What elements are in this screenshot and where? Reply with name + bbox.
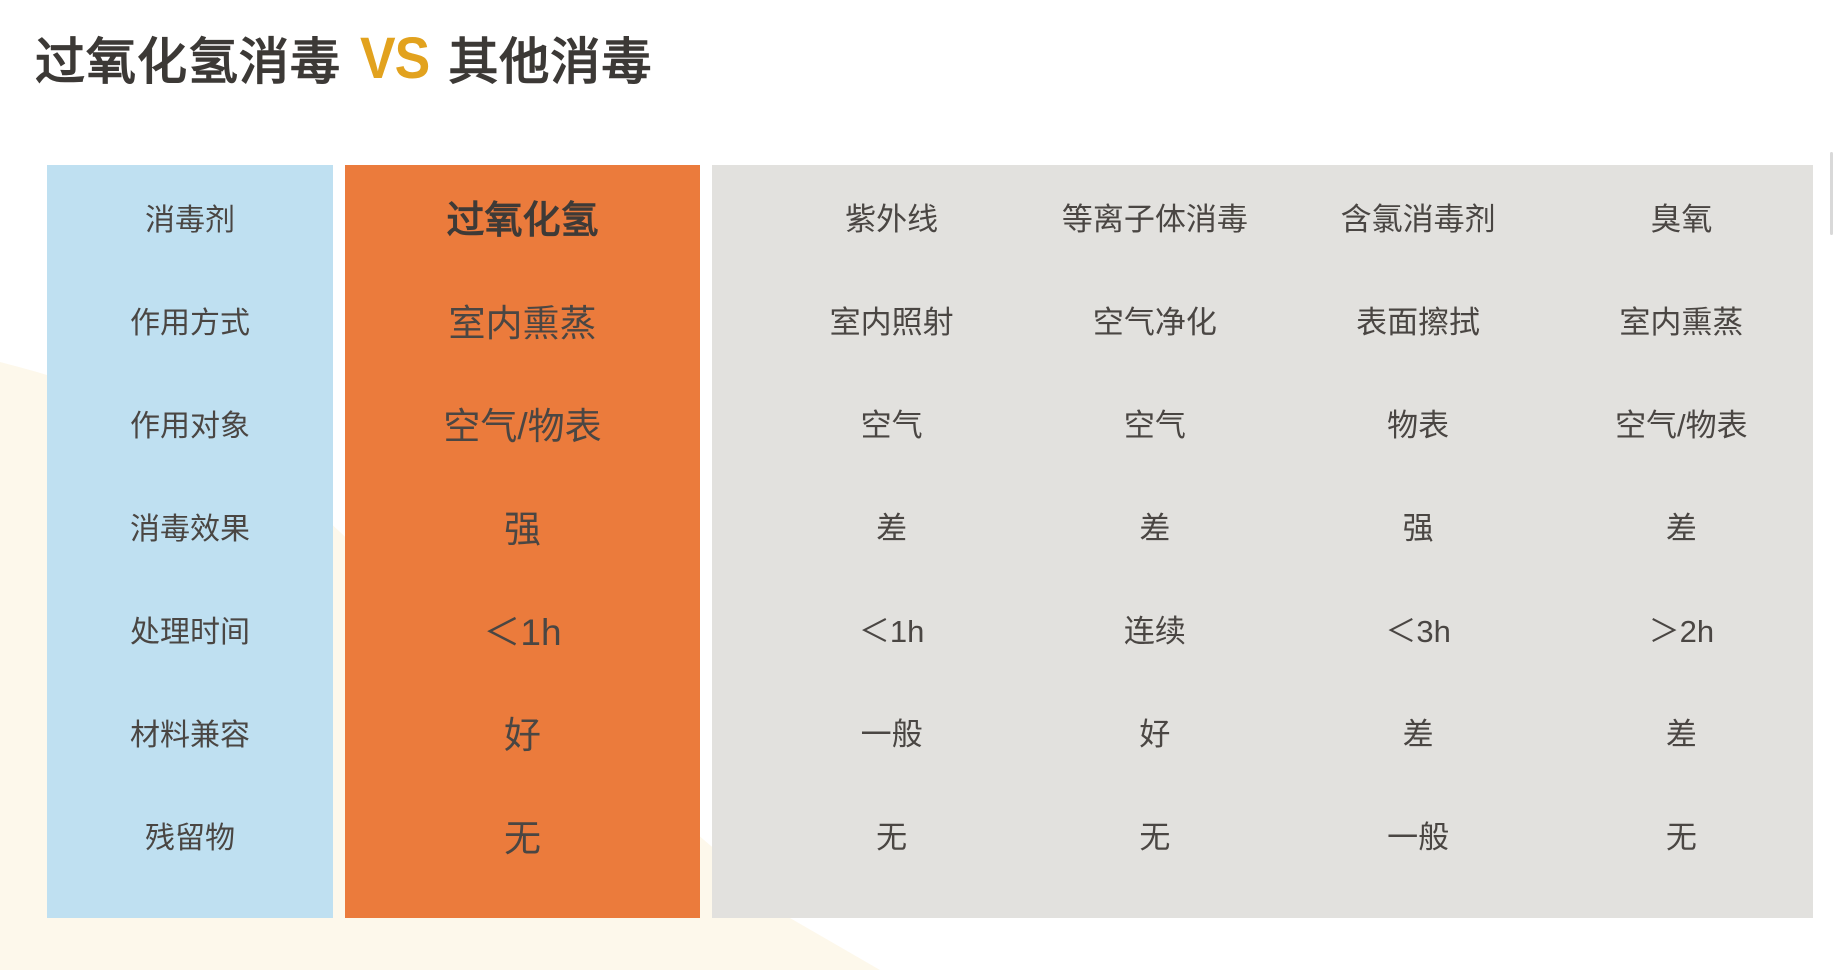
title-left: 过氧化氢消毒 (35, 34, 341, 90)
h2o2-effect: 强 (504, 508, 541, 550)
comparison-table: 消毒剂 作用方式 作用对象 消毒效果 处理时间 材料兼容 残留物 过氧化氢 室内… (47, 165, 1813, 918)
column-row-labels: 消毒剂 作用方式 作用对象 消毒效果 处理时间 材料兼容 残留物 (47, 165, 333, 918)
h2o2-time: ＜1h (483, 611, 562, 653)
row-label-time: 处理时间 (130, 615, 250, 649)
plasma-compatibility: 好 (1139, 717, 1171, 752)
row-label-disinfectant: 消毒剂 (145, 203, 235, 237)
column-ozone: 臭氧 室内熏蒸 空气/物表 差 ＞2h 差 无 (1550, 165, 1813, 918)
plasma-effect: 差 (1139, 511, 1171, 546)
ozone-effect: 差 (1665, 511, 1697, 546)
chlorine-compatibility: 差 (1402, 717, 1434, 752)
h2o2-compatibility: 好 (504, 714, 541, 756)
uv-mode: 室内照射 (829, 305, 954, 340)
uv-effect: 差 (876, 511, 908, 546)
plasma-time: 连续 (1123, 614, 1186, 649)
ozone-residue: 无 (1665, 820, 1697, 855)
column-header-h2o2: 过氧化氢 (446, 200, 599, 242)
ozone-time: ＞2h (1648, 614, 1715, 649)
row-label-target: 作用对象 (130, 409, 250, 443)
page-title: 过氧化氢消毒 VS 其他消毒 (35, 22, 652, 94)
uv-residue: 无 (876, 820, 908, 855)
ozone-mode: 室内熏蒸 (1619, 305, 1744, 340)
ozone-compatibility: 差 (1665, 717, 1697, 752)
plasma-residue: 无 (1139, 820, 1171, 855)
row-label-residue: 残留物 (145, 821, 235, 855)
chlorine-time: ＜3h (1385, 614, 1451, 649)
column-header-chlorine: 含氯消毒剂 (1340, 202, 1496, 237)
column-chlorine: 含氯消毒剂 表面擦拭 物表 强 ＜3h 差 一般 (1287, 165, 1550, 918)
column-plasma: 等离子体消毒 空气净化 空气 差 连续 好 无 (1023, 165, 1286, 918)
h2o2-mode: 室内熏蒸 (448, 302, 597, 344)
scrollbar-thumb[interactable] (1830, 152, 1833, 235)
chlorine-target: 物表 (1387, 408, 1450, 443)
chlorine-effect: 强 (1402, 511, 1434, 546)
h2o2-target: 空气/物表 (443, 405, 602, 447)
row-label-effect: 消毒效果 (130, 512, 250, 546)
h2o2-residue: 无 (504, 817, 541, 859)
uv-time: ＜1h (858, 614, 925, 649)
column-uv: 紫外线 室内照射 空气 差 ＜1h 一般 无 (760, 165, 1023, 918)
chlorine-mode: 表面擦拭 (1356, 305, 1481, 340)
row-label-mode: 作用方式 (130, 306, 250, 340)
plasma-target: 空气 (1123, 408, 1186, 443)
uv-compatibility: 一般 (860, 717, 923, 752)
plasma-mode: 空气净化 (1092, 305, 1217, 340)
column-h2o2: 过氧化氢 室内熏蒸 空气/物表 强 ＜1h 好 无 (345, 165, 700, 918)
ozone-target: 空气/物表 (1615, 408, 1748, 443)
title-vs: VS (360, 25, 430, 91)
row-label-compatibility: 材料兼容 (130, 718, 250, 752)
column-header-ozone: 臭氧 (1650, 202, 1713, 237)
column-header-uv: 紫外线 (845, 202, 939, 237)
column-header-plasma: 等离子体消毒 (1061, 202, 1248, 237)
column-group-others: 紫外线 室内照射 空气 差 ＜1h 一般 无 等离子体消毒 空气净化 空气 差 … (712, 165, 1813, 918)
uv-target: 空气 (860, 408, 923, 443)
chlorine-residue: 一般 (1387, 820, 1450, 855)
title-right: 其他消毒 (448, 34, 653, 90)
